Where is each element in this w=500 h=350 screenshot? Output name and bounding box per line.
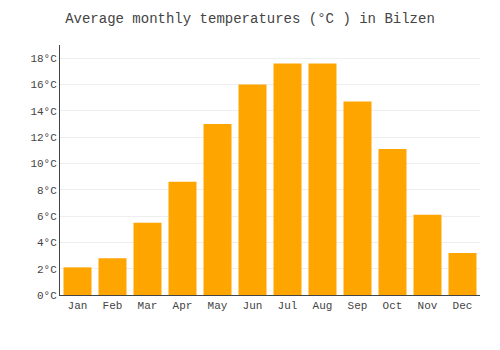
svg-text:0°C: 0°C — [37, 290, 57, 302]
svg-text:Nov: Nov — [418, 300, 438, 312]
svg-text:May: May — [208, 300, 228, 312]
svg-text:Average monthly temperatures (: Average monthly temperatures (°C ) in Bi… — [65, 11, 435, 27]
svg-text:14°C: 14°C — [30, 106, 57, 118]
svg-text:Jun: Jun — [243, 300, 263, 312]
svg-text:Oct: Oct — [383, 300, 403, 312]
svg-text:Feb: Feb — [103, 300, 123, 312]
svg-text:16°C: 16°C — [30, 79, 57, 91]
svg-text:Sep: Sep — [348, 300, 368, 312]
svg-text:4°C: 4°C — [37, 237, 57, 249]
svg-text:18°C: 18°C — [30, 53, 57, 65]
svg-text:Apr: Apr — [173, 300, 193, 312]
svg-text:Aug: Aug — [313, 300, 333, 312]
svg-text:6°C: 6°C — [37, 211, 57, 223]
svg-text:8°C: 8°C — [37, 185, 57, 197]
svg-text:10°C: 10°C — [30, 158, 57, 170]
svg-text:12°C: 12°C — [30, 132, 57, 144]
svg-text:2°C: 2°C — [37, 264, 57, 276]
svg-text:Mar: Mar — [138, 300, 158, 312]
svg-text:Dec: Dec — [453, 300, 473, 312]
svg-text:Jul: Jul — [278, 300, 298, 312]
svg-text:Jan: Jan — [68, 300, 88, 312]
